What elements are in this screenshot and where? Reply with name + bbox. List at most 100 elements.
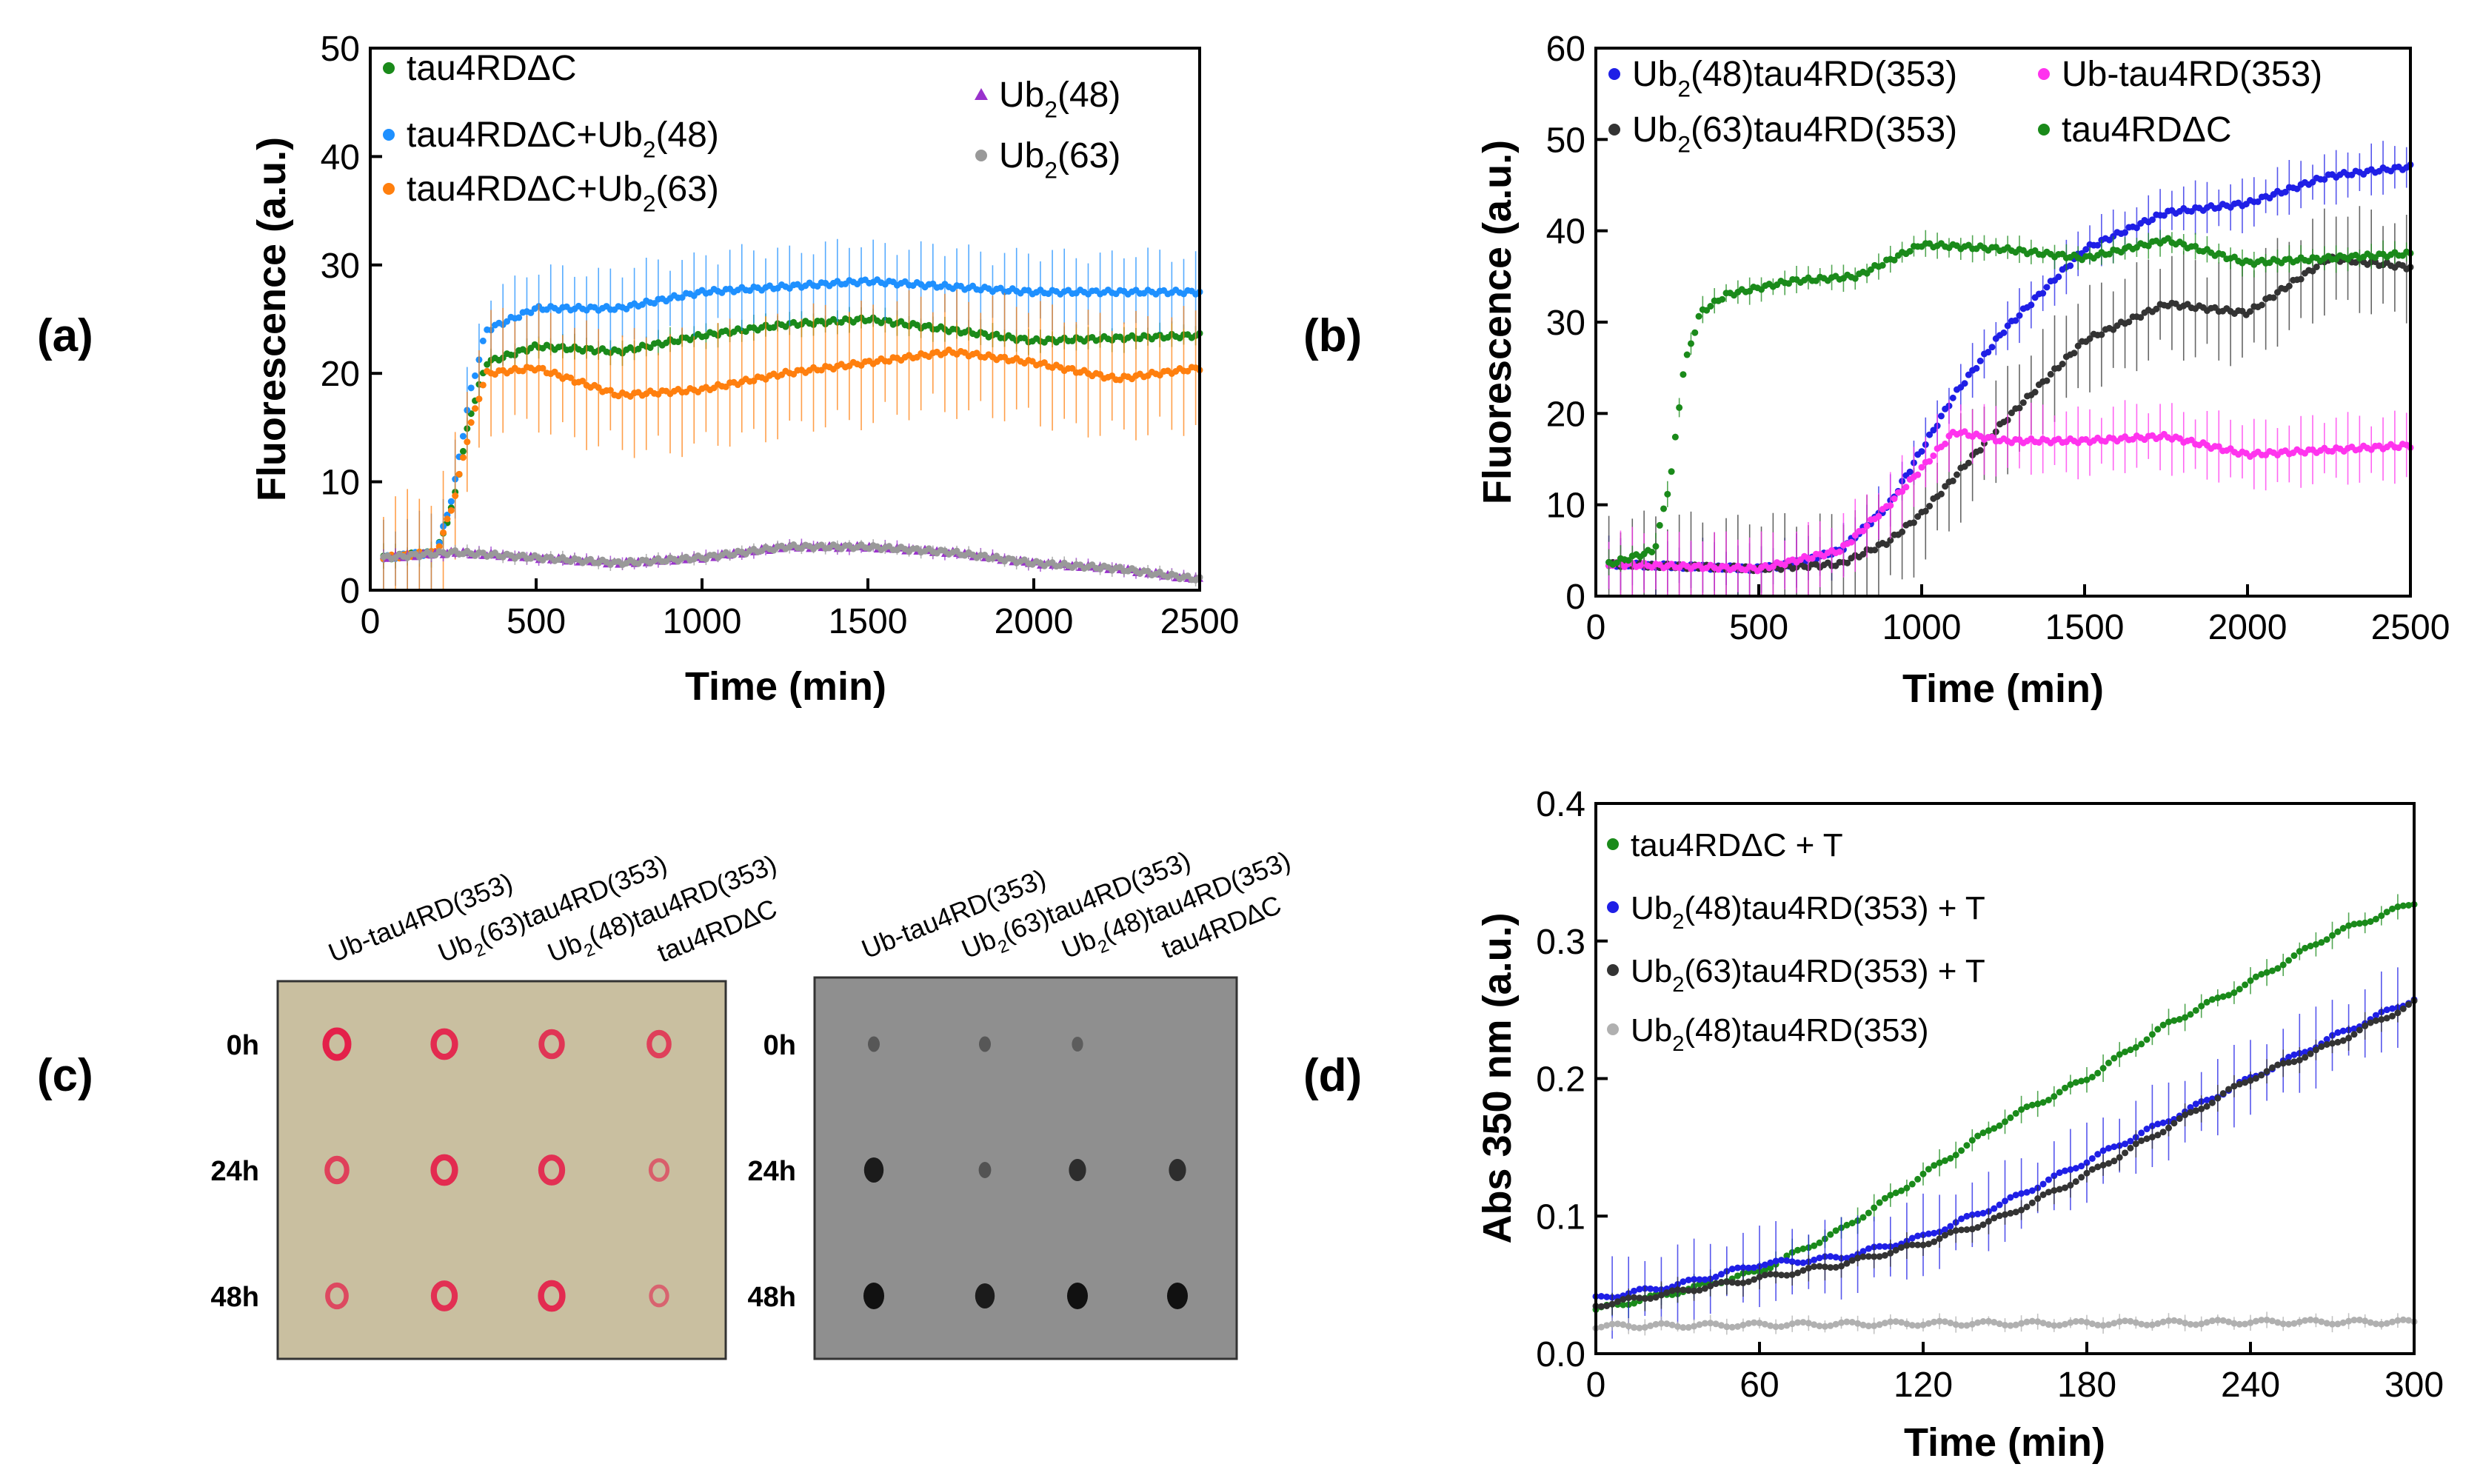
legend-label: Ub2(48)tau4RD(353) — [1632, 55, 1957, 101]
data-point — [1937, 490, 1945, 498]
data-point — [2225, 1318, 2233, 1326]
blot-dot — [863, 1283, 884, 1309]
data-point — [1761, 1261, 1768, 1269]
data-point — [1891, 256, 1898, 264]
data-point — [2334, 1038, 2342, 1046]
data-point — [2159, 1318, 2167, 1326]
data-point — [1965, 371, 1972, 378]
data-point — [1941, 1157, 1948, 1164]
data-point — [1941, 1231, 1948, 1239]
data-point — [2067, 262, 2074, 270]
data-point — [2252, 1074, 2259, 1082]
data-point — [2034, 1195, 2042, 1203]
data-point — [1963, 1322, 1971, 1329]
data-point — [1968, 1137, 1976, 1144]
data-point — [1958, 1226, 1965, 1234]
data-point — [2094, 1163, 2102, 1171]
panel-label-b: (b) — [1303, 310, 1362, 361]
data-point — [1848, 1257, 1856, 1264]
data-point — [2405, 901, 2413, 909]
data-point — [2285, 1059, 2293, 1066]
data-point — [2004, 322, 2011, 330]
data-point — [1881, 1243, 1888, 1250]
data-point — [459, 447, 467, 455]
blot-dot — [978, 1162, 992, 1178]
data-point — [2270, 294, 2277, 301]
data-point — [2356, 920, 2363, 927]
data-point — [1671, 433, 1679, 441]
data-point — [1879, 261, 1886, 269]
data-point — [1958, 1322, 1965, 1329]
data-point — [1988, 344, 1996, 351]
data-point — [1963, 1226, 1971, 1234]
data-point — [2225, 1086, 2233, 1093]
data-point — [2145, 242, 2152, 250]
ytick-label: 50 — [1546, 121, 1585, 160]
data-point — [2088, 1320, 2096, 1328]
data-point — [2323, 1320, 2330, 1327]
data-point — [2056, 1186, 2063, 1193]
data-point — [2219, 1090, 2227, 1097]
data-point — [2230, 989, 2238, 997]
data-point — [1687, 340, 1694, 347]
data-point — [2002, 1118, 2008, 1126]
data-point — [2072, 1178, 2079, 1186]
data-point — [1794, 1246, 1802, 1254]
data-point — [2012, 1321, 2019, 1328]
data-point — [1745, 1264, 1752, 1271]
data-point — [1898, 1244, 1905, 1251]
chart-b-ylabel: Fluorescence (a.u.) — [1475, 140, 1520, 504]
data-point — [435, 543, 443, 550]
data-point — [2329, 1320, 2336, 1328]
data-point — [2362, 1317, 2369, 1325]
data-point — [1865, 1323, 1872, 1330]
data-point — [1974, 1224, 1982, 1231]
data-point — [2323, 1040, 2330, 1048]
blot-dot — [1169, 1159, 1186, 1181]
data-point — [1963, 1212, 1971, 1220]
data-point — [2367, 1019, 2374, 1026]
data-point — [1908, 1180, 1916, 1188]
data-point — [1974, 1132, 1982, 1140]
data-point — [2323, 1036, 2330, 1043]
ytick-label: 0 — [340, 572, 360, 611]
data-point — [1701, 1276, 1708, 1283]
data-point — [1898, 1187, 1905, 1194]
data-point — [1906, 247, 1914, 255]
ytick-label: 0.3 — [1536, 923, 1585, 962]
data-point — [1751, 1264, 1758, 1271]
data-point — [1691, 1323, 1698, 1330]
data-point — [1811, 1256, 1818, 1263]
data-point — [1968, 1211, 1976, 1218]
data-point — [2378, 1320, 2385, 1328]
data-point — [2051, 1172, 2058, 1180]
data-point — [2137, 314, 2145, 321]
data-point — [2383, 1320, 2390, 1327]
data-point — [1745, 1278, 1752, 1286]
data-point — [1772, 1271, 1779, 1278]
data-point — [1799, 1259, 1807, 1266]
legend-marker — [383, 62, 395, 74]
ponceau-dot — [324, 1155, 350, 1185]
data-point — [1832, 1227, 1839, 1234]
data-point — [2105, 1059, 2112, 1066]
data-point — [2047, 370, 2054, 378]
western-blot-membrane — [813, 976, 1238, 1360]
data-point — [2242, 1320, 2249, 1328]
data-point — [1937, 412, 1945, 420]
data-point — [2099, 1161, 2107, 1169]
data-point — [1991, 1205, 1998, 1212]
data-point — [2268, 967, 2276, 975]
data-point — [2399, 902, 2407, 909]
data-point — [1751, 1276, 1758, 1283]
data-point — [2012, 317, 2019, 324]
legend-label: Ub2(63) — [999, 136, 1120, 183]
ytick-label: 0.1 — [1536, 1197, 1585, 1237]
data-point — [1974, 1319, 1982, 1326]
data-point — [1919, 1241, 1927, 1249]
data-point — [1952, 1227, 1959, 1234]
data-point — [2394, 1009, 2402, 1017]
data-point — [2062, 1320, 2069, 1328]
data-point — [1974, 1210, 1982, 1217]
data-point — [1794, 1319, 1802, 1326]
